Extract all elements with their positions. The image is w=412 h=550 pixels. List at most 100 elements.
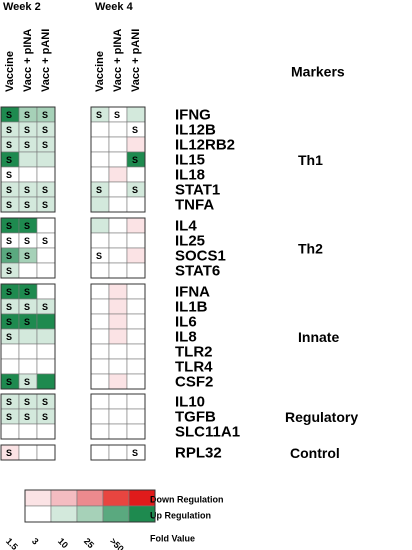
gene-label: CSF2 — [175, 373, 213, 390]
heat-cell — [0, 358, 20, 375]
gene-label: IL12B — [175, 121, 216, 138]
heat-cell — [90, 136, 110, 153]
gene-label: IL18 — [175, 166, 205, 183]
legend-row-label: Down Regulation — [150, 494, 224, 504]
heat-cell — [108, 262, 128, 279]
heat-cell — [36, 166, 56, 183]
heat-cell — [36, 423, 56, 440]
cell-label: S — [24, 236, 30, 246]
group-frame — [90, 217, 146, 279]
heat-cell — [18, 151, 38, 168]
gene-label: RPL32 — [175, 444, 222, 461]
heat-cell — [108, 283, 128, 300]
heat-cell — [36, 343, 56, 360]
heat-cell — [108, 328, 128, 345]
heat-cell — [108, 232, 128, 249]
gene-label: TNFA — [175, 196, 214, 213]
legend-tick: 10 — [56, 536, 70, 550]
cell-label: S — [132, 185, 138, 195]
heat-cell — [36, 217, 56, 234]
heat-cell — [126, 373, 146, 390]
legend-title: Fold Value — [150, 533, 195, 543]
heat-cell — [108, 393, 128, 410]
gene-label: SLC11A1 — [175, 423, 240, 440]
cell-label: S — [24, 140, 30, 150]
group-frame — [0, 444, 56, 461]
heat-cell — [108, 196, 128, 213]
cell-label: S — [24, 302, 30, 312]
gene-label: IL8 — [175, 328, 197, 345]
heat-cell — [18, 444, 38, 461]
heat-cell — [36, 262, 56, 279]
heat-cell — [108, 343, 128, 360]
legend-swatch — [102, 505, 130, 523]
cell-label: S — [132, 155, 138, 165]
legend-swatch — [24, 505, 52, 523]
legend-swatch — [24, 489, 52, 507]
cell-label: S — [6, 448, 12, 458]
heat-cell — [126, 247, 146, 264]
gene-label: STAT6 — [175, 262, 220, 279]
cell-label: S — [132, 448, 138, 458]
cell-label: S — [42, 236, 48, 246]
heat-cell — [126, 262, 146, 279]
cell-label: S — [42, 185, 48, 195]
legend-swatch — [76, 489, 104, 507]
group-label: Control — [290, 445, 340, 461]
cell-label: S — [96, 185, 102, 195]
heat-cell — [126, 106, 146, 123]
column-label: Vacc + pANI — [40, 29, 52, 92]
gene-label: TLR2 — [175, 343, 213, 360]
heat-cell — [108, 444, 128, 461]
heat-cell — [90, 408, 110, 425]
heat-cell — [108, 217, 128, 234]
heat-cell — [108, 373, 128, 390]
heat-cell — [126, 328, 146, 345]
week-label: Week 2 — [3, 1, 41, 13]
cell-label: S — [6, 236, 12, 246]
cell-label: S — [24, 221, 30, 231]
gene-label: IL15 — [175, 151, 205, 168]
column-label: Vaccine — [94, 51, 106, 92]
heat-cell — [36, 444, 56, 461]
heat-cell — [18, 343, 38, 360]
heat-cell — [0, 423, 20, 440]
cell-label: S — [6, 185, 12, 195]
cell-label: S — [6, 155, 12, 165]
cell-label: S — [6, 332, 12, 342]
gene-label: IL10 — [175, 393, 205, 410]
heat-cell — [90, 151, 110, 168]
gene-label: IL12RB2 — [175, 136, 235, 153]
cell-label: S — [24, 397, 30, 407]
heat-cell — [126, 358, 146, 375]
heat-cell — [90, 393, 110, 410]
markers-title: Markers — [291, 64, 345, 80]
group-frame — [90, 393, 146, 440]
heat-cell — [90, 121, 110, 138]
heat-cell — [18, 262, 38, 279]
group-frame — [90, 444, 146, 461]
cell-label: S — [6, 302, 12, 312]
cell-label: S — [6, 140, 12, 150]
group-frame — [0, 217, 56, 279]
heat-cell — [36, 373, 56, 390]
heat-cell — [108, 358, 128, 375]
group-label: Regulatory — [285, 409, 358, 425]
legend-tick: 3 — [30, 536, 41, 547]
heat-cell — [126, 232, 146, 249]
group-frame — [0, 283, 56, 390]
cell-label: S — [96, 251, 102, 261]
heat-cell — [126, 136, 146, 153]
cell-label: S — [6, 397, 12, 407]
heat-cell — [108, 121, 128, 138]
heat-cell — [36, 358, 56, 375]
heat-cell — [108, 298, 128, 315]
heat-cell — [108, 423, 128, 440]
heat-cell — [90, 444, 110, 461]
heat-cell — [126, 343, 146, 360]
cell-label: S — [6, 251, 12, 261]
heat-cell — [108, 313, 128, 330]
heat-cell — [90, 343, 110, 360]
legend-swatch — [50, 505, 78, 523]
